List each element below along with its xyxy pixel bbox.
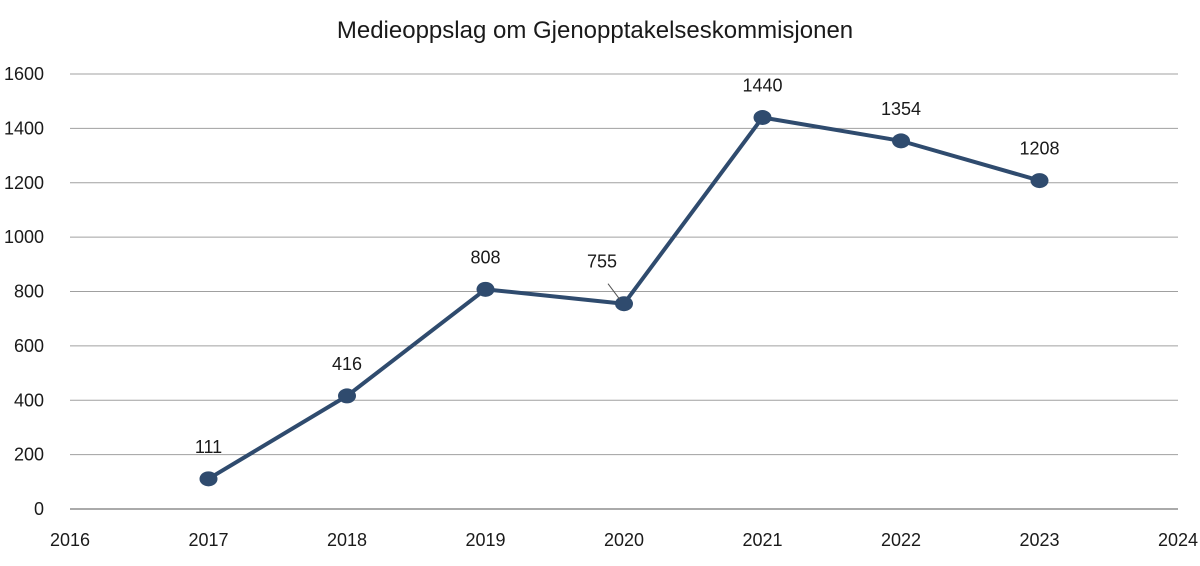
data-label: 1440 [742, 76, 782, 96]
data-label: 755 [587, 252, 617, 272]
data-label: 1208 [1019, 139, 1059, 159]
y-tick-label: 1400 [4, 118, 44, 138]
chart-title: Medieoppslag om Gjenopptakelseskommisjon… [337, 17, 853, 44]
data-label: 111 [195, 437, 222, 457]
data-point [615, 296, 633, 312]
leader-line [607, 283, 621, 301]
x-tick-label: 2020 [604, 530, 644, 550]
data-point [476, 281, 495, 297]
x-tick-label: 2019 [465, 530, 505, 550]
data-point [1030, 173, 1049, 189]
data-point [892, 133, 910, 149]
data-point [753, 110, 772, 125]
y-tick-label: 600 [14, 336, 44, 356]
data-label: 808 [470, 247, 500, 267]
data-label: 1354 [881, 99, 921, 119]
data-point [338, 388, 356, 404]
data-label: 416 [332, 354, 362, 374]
y-tick-label: 200 [14, 445, 44, 465]
data-point [199, 471, 218, 487]
x-tick-label: 2024 [1158, 530, 1198, 550]
x-tick-label: 2023 [1019, 530, 1059, 550]
y-tick-label: 1000 [4, 227, 44, 247]
x-tick-label: 2022 [881, 530, 921, 550]
x-tick-label: 2016 [50, 530, 90, 550]
x-tick-label: 2017 [188, 530, 228, 550]
x-tick-label: 2018 [327, 530, 367, 550]
y-tick-label: 400 [14, 390, 44, 410]
x-tick-label: 2021 [742, 530, 782, 550]
y-tick-label: 1200 [4, 173, 44, 193]
y-tick-label: 800 [14, 282, 44, 302]
y-tick-label: 0 [34, 499, 44, 519]
y-tick-label: 1600 [4, 64, 44, 84]
